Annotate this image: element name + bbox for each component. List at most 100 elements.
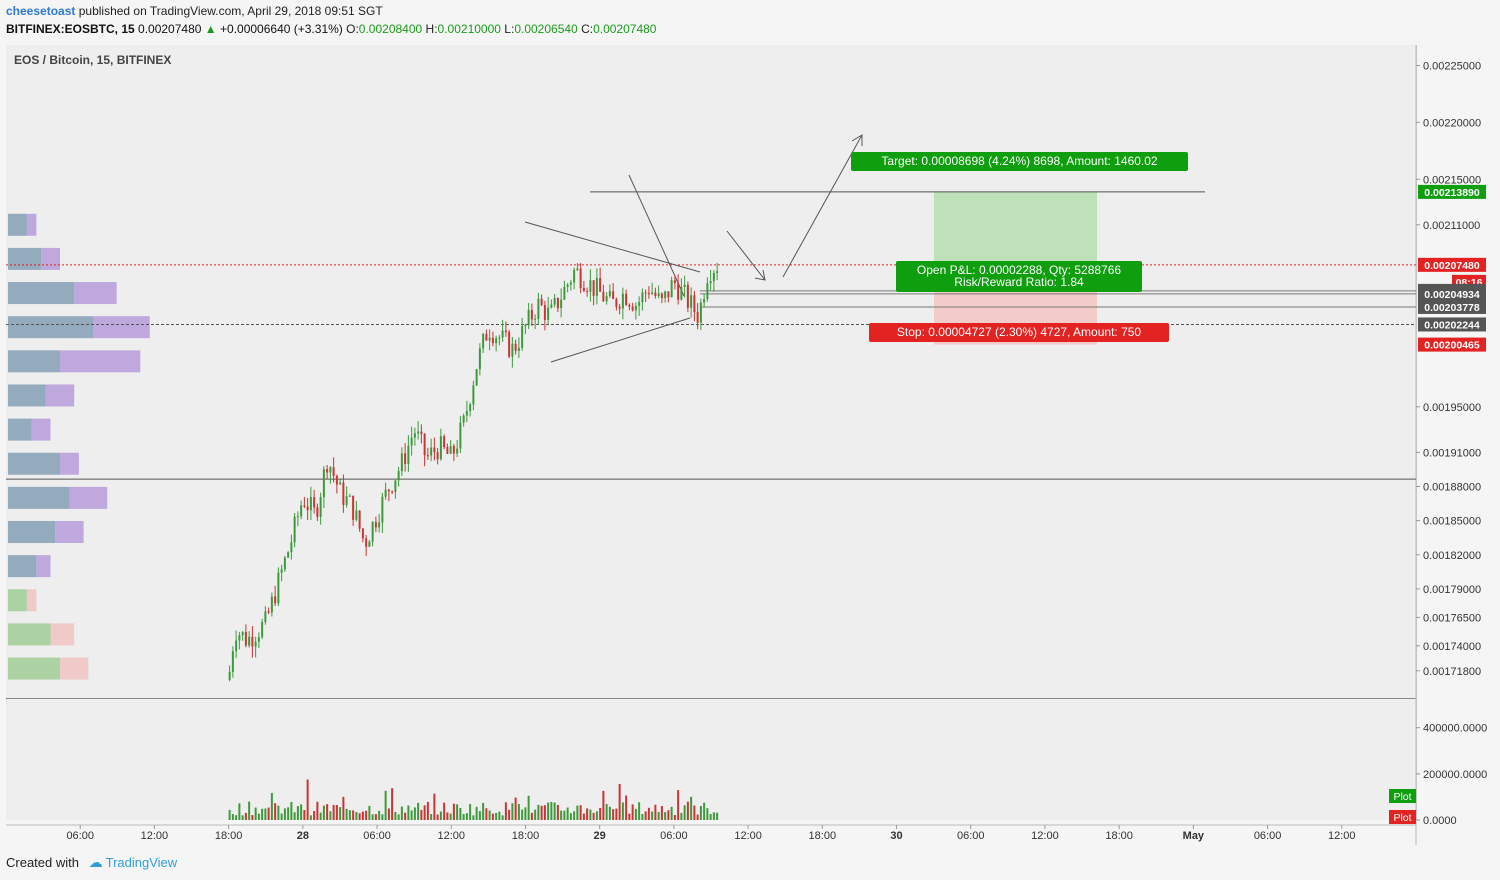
volume-bar bbox=[514, 797, 517, 820]
candle-body bbox=[342, 482, 345, 505]
time-tick-label: May bbox=[1183, 830, 1205, 842]
candle-body bbox=[579, 268, 582, 289]
candle-body bbox=[517, 347, 520, 351]
volume-bar bbox=[303, 810, 306, 820]
volume-bar bbox=[543, 805, 546, 820]
volume-bar bbox=[361, 811, 364, 820]
volume-bar bbox=[417, 802, 420, 820]
candle-body bbox=[391, 491, 394, 493]
plot-badge-text: Plot bbox=[1393, 791, 1411, 803]
price-badge-text: 0.00213890 bbox=[1424, 187, 1480, 199]
volume-bar bbox=[472, 815, 475, 820]
volume-bar bbox=[677, 790, 680, 820]
volume-bar bbox=[248, 801, 251, 820]
candle-body bbox=[371, 522, 374, 542]
volume-bar bbox=[657, 812, 660, 820]
candle-body bbox=[368, 541, 371, 547]
candle-body bbox=[436, 452, 439, 460]
volume-bar bbox=[527, 795, 530, 820]
low-label: L: bbox=[504, 22, 515, 36]
price-tick-label: 0.00188000 bbox=[1423, 481, 1481, 493]
volume-bar bbox=[326, 804, 329, 820]
volume-bar bbox=[540, 805, 543, 820]
volume-bar bbox=[644, 811, 647, 820]
volume-bar bbox=[605, 803, 608, 820]
low-value: 0.00206540 bbox=[514, 22, 578, 36]
candle-body bbox=[404, 453, 407, 465]
volume-bar bbox=[300, 804, 303, 820]
time-tick-label: 18:00 bbox=[215, 830, 243, 842]
candle-body bbox=[576, 268, 579, 271]
candle-body bbox=[326, 469, 329, 473]
candle-body bbox=[667, 291, 670, 298]
chart-canvas[interactable]: 0.00225000 0.00220000 0.00215000 0.00211000… bbox=[0, 0, 1500, 850]
volume-bar bbox=[495, 812, 498, 820]
candle-body bbox=[361, 528, 364, 539]
candle-body bbox=[488, 337, 491, 341]
candle-body bbox=[504, 330, 507, 333]
volume-bar bbox=[384, 790, 387, 820]
candle-body bbox=[244, 631, 247, 646]
volume-bar bbox=[511, 803, 514, 820]
candle-body bbox=[329, 467, 332, 473]
price-tick-label: 0.00225000 bbox=[1423, 60, 1481, 72]
volume-profile-up-bar bbox=[8, 623, 51, 646]
price-tick-label: 0.00182000 bbox=[1423, 550, 1481, 562]
volume-bar bbox=[469, 804, 472, 820]
volume-bar bbox=[309, 815, 312, 820]
volume-bar bbox=[579, 805, 582, 820]
volume-profile-down-bar bbox=[93, 316, 150, 339]
price-badge bbox=[1418, 317, 1486, 332]
pullback-arrowhead bbox=[754, 269, 766, 281]
price-tick-label: 0.00211000 bbox=[1423, 220, 1480, 232]
candle-body bbox=[452, 445, 455, 454]
price-tick-label: 0.00174000 bbox=[1423, 641, 1481, 653]
volume-bar bbox=[400, 806, 403, 820]
volume-bar bbox=[329, 811, 332, 820]
candle-body bbox=[495, 338, 498, 344]
candle-body bbox=[316, 507, 319, 517]
volume-bar bbox=[537, 804, 540, 820]
candle-body bbox=[446, 447, 449, 454]
candle-body bbox=[602, 291, 605, 302]
candle-body bbox=[381, 496, 384, 523]
volume-bar bbox=[530, 812, 533, 820]
price-badge bbox=[1418, 337, 1486, 352]
candle-body bbox=[660, 293, 663, 299]
open-label: O: bbox=[346, 22, 359, 36]
volume-bar bbox=[352, 810, 355, 820]
candle-body bbox=[365, 538, 368, 547]
volume-bar bbox=[290, 801, 293, 820]
volume-bar bbox=[436, 814, 439, 820]
candle-body bbox=[498, 337, 501, 339]
change-value: +0.00006640 (+3.31%) bbox=[220, 22, 343, 36]
volume-bar bbox=[563, 810, 566, 820]
candle-body bbox=[638, 302, 641, 306]
volume-bar bbox=[647, 807, 650, 820]
candle-body bbox=[270, 596, 273, 613]
tradingview-link[interactable]: TradingView bbox=[105, 855, 178, 870]
target-label-text: Target: 0.00008698 (4.24%) 8698, Amount:… bbox=[881, 154, 1158, 168]
volume-bar bbox=[387, 808, 390, 820]
volume-bar bbox=[264, 808, 267, 820]
volume-bar bbox=[625, 795, 628, 820]
triangle-upper-trendline bbox=[524, 221, 701, 273]
candle-body bbox=[573, 270, 576, 283]
volume-bar bbox=[241, 815, 244, 820]
volume-profile-down-bar bbox=[69, 486, 108, 509]
volume-bar bbox=[628, 813, 631, 820]
volume-pane bbox=[6, 700, 1416, 820]
candle-body bbox=[228, 671, 231, 680]
candle-body bbox=[449, 445, 452, 454]
candle-body bbox=[257, 637, 260, 642]
volume-bar bbox=[517, 803, 520, 820]
volume-bar bbox=[712, 812, 715, 820]
candle-body bbox=[703, 299, 706, 303]
candle-body bbox=[283, 557, 286, 570]
volume-bar bbox=[615, 808, 618, 820]
candle-body bbox=[238, 635, 241, 641]
volume-bar bbox=[439, 811, 442, 820]
author-link[interactable]: cheesetoast bbox=[6, 4, 76, 18]
volume-bar bbox=[342, 796, 345, 820]
volume-bar bbox=[524, 807, 527, 820]
